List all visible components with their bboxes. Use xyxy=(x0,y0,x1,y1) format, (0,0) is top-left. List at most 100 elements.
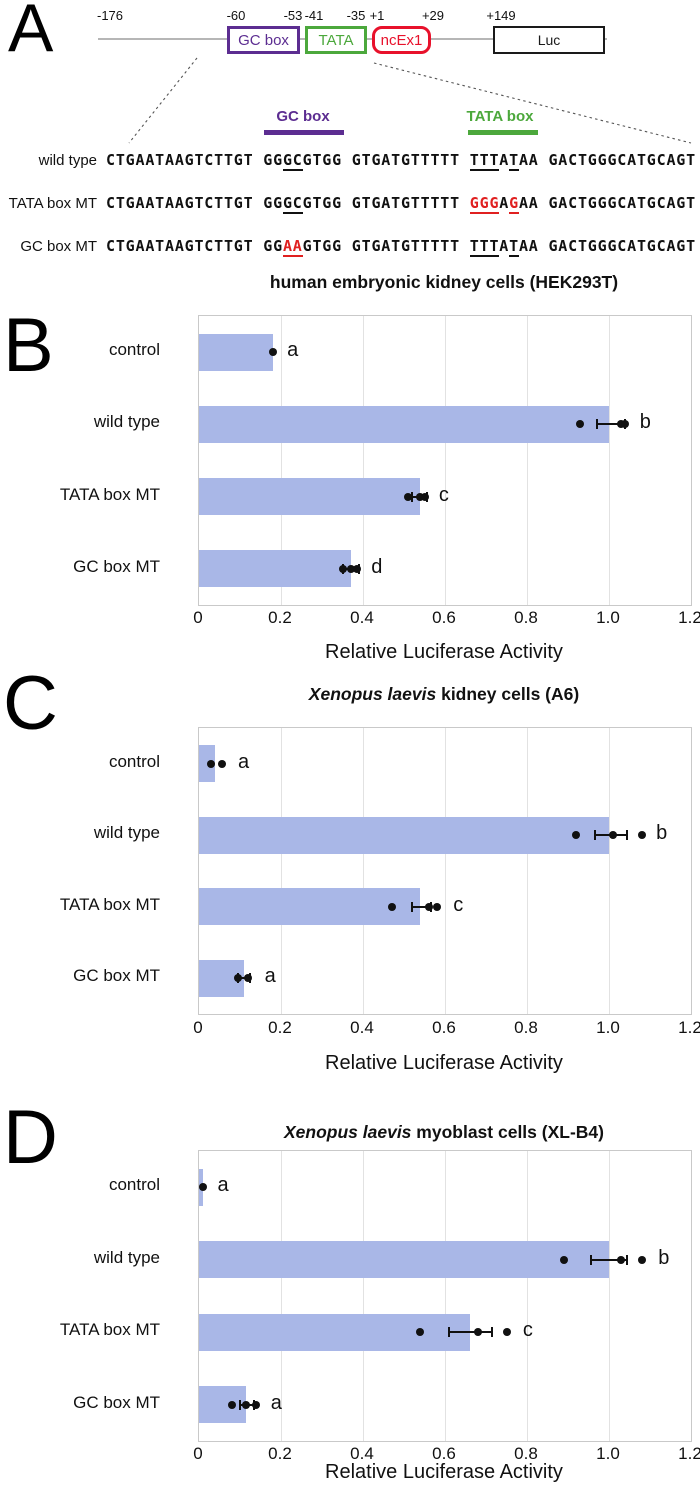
gridline xyxy=(445,316,446,605)
significance-letter: b xyxy=(656,822,668,845)
position-label: -60 xyxy=(226,8,246,23)
gc-box-annotation-bar xyxy=(264,130,344,135)
gridline xyxy=(527,316,528,605)
error-bar xyxy=(237,977,251,980)
error-bar-cap xyxy=(411,491,414,502)
data-point xyxy=(617,1255,626,1264)
category-label: GC box MT xyxy=(73,966,160,986)
ncex1-box-label: ncEx1 xyxy=(380,31,423,49)
underlined-bases: GC xyxy=(282,194,303,214)
x-tick-label: 0.6 xyxy=(432,608,456,627)
data-point xyxy=(268,348,277,357)
x-axis-label: Relative Luciferase Activity xyxy=(325,1461,563,1483)
underlined-bases: T xyxy=(509,237,519,257)
mutated-bases: AA xyxy=(282,237,303,257)
sequence-bases: GTGATGTTTTT xyxy=(351,237,470,255)
bar xyxy=(199,1386,247,1424)
error-bar-cap xyxy=(593,830,596,841)
sequence-bases: CTGAATAAGTCTTGT xyxy=(106,237,264,255)
gridline xyxy=(527,1151,528,1441)
error-bar xyxy=(412,905,431,908)
x-tick-label: 1.2 xyxy=(678,1444,700,1463)
data-point xyxy=(420,492,429,501)
data-point xyxy=(199,1183,208,1192)
position-label: +29 xyxy=(421,8,445,23)
underlined-bases: TTT xyxy=(469,237,500,257)
sequence-bases: AA xyxy=(518,151,549,169)
sequence-bases: GTGG xyxy=(302,151,352,169)
x-tick-label: 1.2 xyxy=(678,608,700,627)
chart-title: Xenopus laevis myoblast cells (XL-B4) xyxy=(198,1122,690,1143)
gridline xyxy=(363,316,364,605)
chart-title: human embryonic kidney cells (HEK293T) xyxy=(198,272,690,293)
sequence-bases: GTGG xyxy=(302,194,352,212)
data-point xyxy=(244,974,253,983)
position-label: -53 xyxy=(283,8,303,23)
error-bar-cap xyxy=(626,1254,629,1265)
significance-letter: a xyxy=(217,1174,229,1197)
gc-box-element: GC box xyxy=(227,26,300,54)
x-tick-label: 0.8 xyxy=(514,608,538,627)
error-bar-cap xyxy=(411,901,414,912)
error-bar-cap xyxy=(448,1327,451,1338)
sequence-row: CTGAATAAGTCTTGT GGAAGTGG GTGATGTTTTT TTT… xyxy=(106,236,696,257)
significance-letter: a xyxy=(287,339,299,362)
significance-letter: b xyxy=(658,1246,670,1269)
underlined-bases: GC xyxy=(282,151,303,171)
tata-box-element: TATA xyxy=(305,26,367,54)
category-label: TATA box MT xyxy=(59,1320,160,1340)
error-bar-cap xyxy=(239,1399,241,1410)
zoom-callout-line-left xyxy=(128,57,198,144)
data-point xyxy=(473,1328,482,1337)
data-point xyxy=(217,759,226,768)
sequence-bases: GTGATGTTTTT xyxy=(351,151,470,169)
sequence-bases: GACTGGGCATGCAGT xyxy=(548,237,696,255)
data-point xyxy=(432,902,441,911)
gridline xyxy=(527,728,528,1014)
data-point xyxy=(233,974,242,983)
significance-letter: c xyxy=(453,893,464,916)
x-tick-label: 0.6 xyxy=(432,1018,456,1037)
error-bar-cap xyxy=(595,419,598,430)
gridline xyxy=(281,316,282,605)
x-tick-label: 0 xyxy=(193,1444,203,1463)
sequence-bases: CTGAATAAGTCTTGT xyxy=(106,194,264,212)
data-point xyxy=(352,564,361,573)
data-point xyxy=(387,902,396,911)
category-label: GC box MT xyxy=(73,556,160,576)
x-tick-label: 0.2 xyxy=(268,1018,292,1037)
error-bar-cap xyxy=(589,1254,592,1265)
gridline xyxy=(445,1151,446,1441)
error-bar xyxy=(590,1258,628,1261)
bar xyxy=(199,1313,470,1351)
significance-letter: a xyxy=(237,750,250,773)
panel-label-a: A xyxy=(8,0,54,66)
panel-label-d: D xyxy=(3,1095,58,1180)
data-point xyxy=(502,1328,511,1337)
bar xyxy=(199,888,421,926)
sequence-bases: CTGAATAAGTCTTGT xyxy=(106,151,264,169)
mutated-bases: G xyxy=(509,194,519,214)
significance-letter: d xyxy=(371,555,383,578)
data-point xyxy=(559,1255,568,1264)
sequence-row-label: GC box MT xyxy=(20,238,97,255)
position-label: +149 xyxy=(486,8,516,23)
gridline xyxy=(281,1151,282,1441)
sequence-bases: A xyxy=(499,194,510,212)
position-label: -41 xyxy=(304,8,324,23)
x-tick-label: 0 xyxy=(193,608,203,627)
sequence-bases: AA xyxy=(518,194,549,212)
x-tick-label: 1.2 xyxy=(678,1018,700,1037)
x-tick-label: 0 xyxy=(193,1018,203,1037)
position-label: -35 xyxy=(346,8,366,23)
data-point xyxy=(576,420,585,429)
error-bar xyxy=(596,423,626,426)
x-axis-label: Relative Luciferase Activity xyxy=(325,641,563,663)
x-tick-label: 0.6 xyxy=(432,1444,456,1463)
sequence-bases: AA xyxy=(518,237,549,255)
chart-title-species: Xenopus laevis xyxy=(284,1122,412,1142)
chart-title-species: Xenopus laevis xyxy=(308,684,437,704)
bar xyxy=(199,745,216,783)
tata-box-annotation-label: TATA box xyxy=(466,108,534,125)
